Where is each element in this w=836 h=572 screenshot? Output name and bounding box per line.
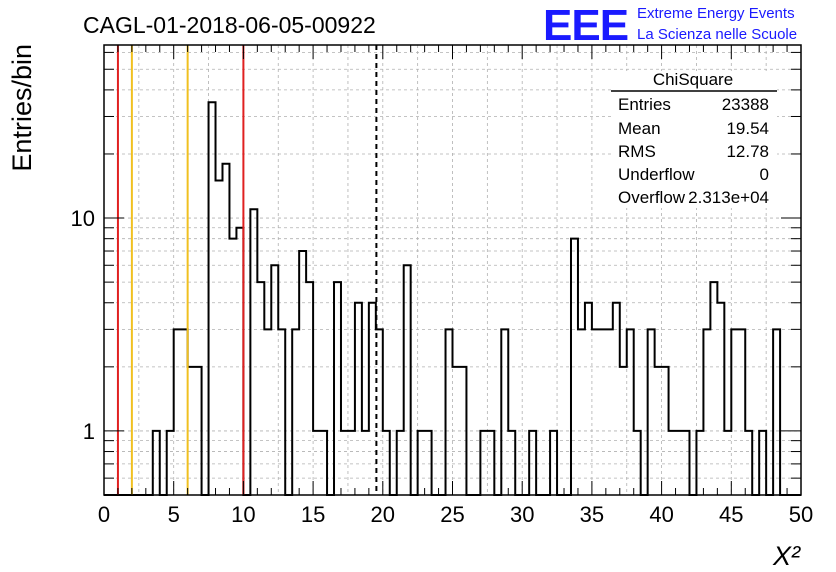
- stats-box: ChiSquare Entries 23388 Mean 19.54 RMS 1…: [611, 70, 777, 208]
- histogram-bin: [599, 329, 606, 495]
- x-axis-label: X²: [772, 541, 801, 571]
- stats-mean-label: Mean: [618, 119, 661, 138]
- grid-lines: [103, 45, 802, 495]
- histogram-bin: [717, 303, 724, 495]
- histogram-bin: [710, 282, 717, 495]
- histogram-bin: [592, 329, 599, 495]
- x-tick-label: 35: [580, 502, 604, 527]
- histogram-bin: [404, 265, 411, 495]
- histogram-bin: [306, 282, 313, 495]
- logo-line1: Extreme Energy Events: [637, 5, 795, 22]
- y-tick-label: 1: [83, 419, 95, 444]
- axes: [103, 44, 802, 496]
- histogram-bin: [731, 329, 738, 495]
- stats-box-title: ChiSquare: [653, 70, 733, 89]
- histogram-bin: [369, 303, 376, 495]
- histogram-bin: [257, 282, 264, 495]
- x-tick-label: 45: [719, 502, 743, 527]
- stats-mean-value: 19.54: [726, 119, 769, 138]
- histogram-bin: [627, 329, 634, 495]
- y-axis-label: Entries/bin: [7, 44, 37, 172]
- histogram-bin: [773, 329, 780, 495]
- eee-logo: EEE Extreme Energy Events La Scienza nel…: [543, 1, 797, 50]
- histogram-bin: [264, 329, 271, 495]
- stats-underflow-value: 0: [760, 165, 769, 184]
- x-tick-label: 10: [231, 502, 255, 527]
- x-tick-label: 5: [168, 502, 180, 527]
- stats-entries-value: 23388: [722, 95, 769, 114]
- chart-title: CAGL-01-2018-06-05-00922: [83, 12, 376, 38]
- histogram-bars: [104, 101, 801, 496]
- x-tick-label: 20: [371, 502, 395, 527]
- histogram-bin: [299, 251, 306, 495]
- histogram-bin: [585, 303, 592, 495]
- logo-line2: La Scienza nelle Scuole: [637, 26, 797, 43]
- x-tick-label: 25: [440, 502, 464, 527]
- histogram-outline: [104, 101, 801, 496]
- stats-rms-label: RMS: [618, 142, 656, 161]
- histogram-bin: [209, 102, 216, 495]
- histogram-bin: [181, 329, 188, 495]
- histogram-bin: [446, 329, 453, 495]
- marker-lines: [116, 45, 378, 495]
- histogram-bin: [501, 329, 508, 495]
- histogram-bin: [613, 303, 620, 495]
- histogram-bin: [738, 329, 745, 495]
- histogram-bin: [606, 329, 613, 495]
- histogram-bin: [578, 329, 585, 495]
- y-axis-tick-labels: 1 10: [71, 206, 95, 444]
- stats-underflow-label: Underflow: [618, 165, 695, 184]
- histogram-bin: [271, 265, 278, 495]
- x-axis-tick-labels: 0 5 10 15 20 25 30 35 40 45 50: [98, 502, 813, 527]
- x-tick-label: 50: [789, 502, 813, 527]
- histogram-bin: [236, 228, 243, 495]
- logo-mark: EEE: [543, 1, 628, 50]
- stats-overflow-label: Overflow: [618, 188, 686, 207]
- stats-overflow-value: 2.313e+04: [688, 188, 769, 207]
- x-tick-label: 15: [301, 502, 325, 527]
- histogram-bin: [174, 329, 181, 495]
- histogram-bin: [648, 329, 655, 495]
- histogram-bin: [278, 329, 285, 495]
- stats-entries-label: Entries: [618, 95, 671, 114]
- stats-rms-value: 12.78: [726, 142, 769, 161]
- y-tick-label: 10: [71, 206, 95, 231]
- x-tick-label: 0: [98, 502, 110, 527]
- histogram-bin: [703, 329, 710, 495]
- histogram-bin: [292, 329, 299, 495]
- x-tick-label: 40: [649, 502, 673, 527]
- histogram-bin: [250, 209, 257, 495]
- x-tick-label: 30: [510, 502, 534, 527]
- stats-box-background: [611, 71, 777, 208]
- histogram-bin: [334, 282, 341, 495]
- histogram-bin: [355, 303, 362, 495]
